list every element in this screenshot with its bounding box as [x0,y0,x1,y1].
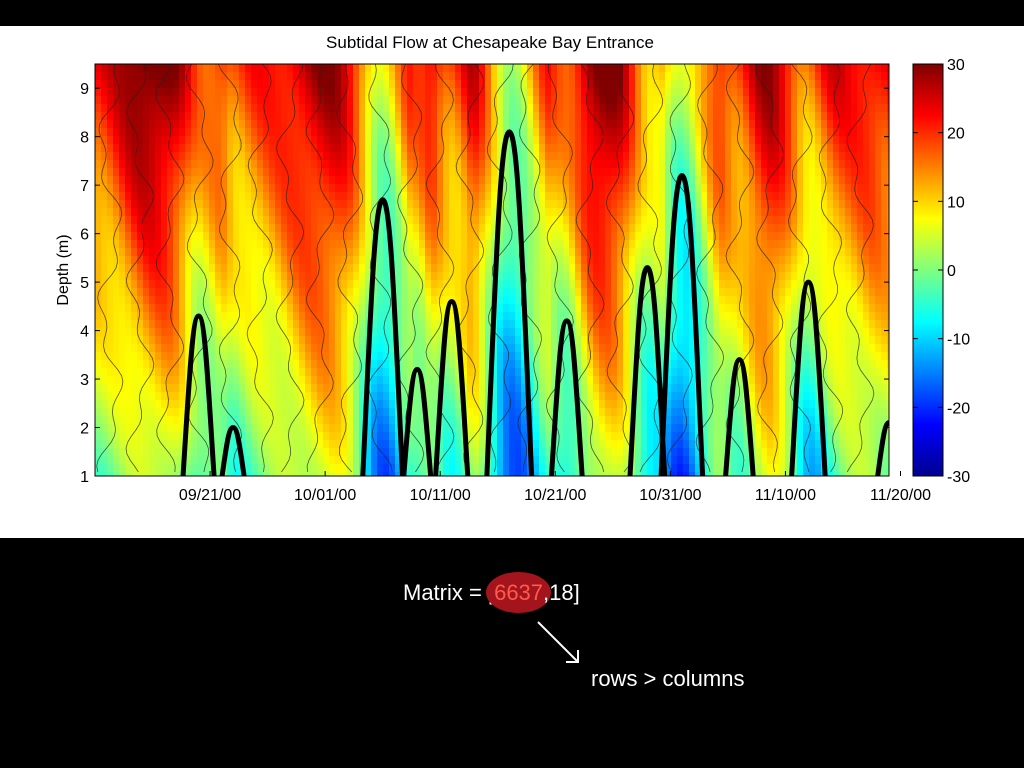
chart-figure: Subtidal Flow at Chesapeake Bay Entrance… [0,26,1024,538]
plot-area [94,63,890,477]
x-tick-label: 10/31/00 [639,487,701,504]
matrix-rows-highlight: 6637 [494,580,544,605]
y-tick-label: 3 [80,372,89,389]
colorbar: 30 20 10 0 -10 -20 -30 [912,57,970,486]
colorbar-tick-label: 0 [947,263,956,280]
rows-columns-annotation: rows > columns [591,666,745,691]
y-tick-label: 1 [80,469,89,486]
y-tick-label: 6 [80,227,89,244]
matrix-suffix: ,18] [543,580,580,605]
y-tick-label: 2 [80,421,89,438]
arrow-icon [537,621,579,663]
y-tick-label: 5 [80,275,89,292]
x-tick-label: 10/11/00 [410,487,471,504]
matrix-prefix: Matrix = [ [403,580,495,605]
y-tick-label: 4 [80,324,89,341]
colorbar-tick-label: 30 [947,57,965,74]
colorbar-tick-label: -20 [947,400,970,417]
colorbar-tick-label: -10 [947,332,970,349]
chart-title: Subtidal Flow at Chesapeake Bay Entrance [326,33,654,52]
zero-contour-line [180,129,889,476]
chart-svg: Subtidal Flow at Chesapeake Bay Entrance… [55,33,970,504]
colorbar-tick-label: -30 [947,469,970,486]
matrix-size-text: Matrix = [6637,18] [403,580,580,606]
x-tick-label: 11/10/00 [755,487,816,504]
contour-lines [96,64,875,473]
y-tick-label: 8 [80,130,89,147]
y-axis-label: Depth (m) [55,234,72,305]
x-tick-label: 11/20/00 [870,487,931,504]
x-tick-label: 10/01/00 [294,487,356,504]
x-tick-label: 10/21/00 [524,487,586,504]
y-axis: 1 2 3 4 5 6 7 8 9 [80,81,889,486]
y-tick-label: 9 [80,81,89,98]
colorbar-tick-label: 20 [947,126,965,143]
plot-frame [94,63,890,477]
colorbar-tick-label: 10 [947,194,965,211]
y-tick-label: 7 [80,178,89,195]
x-tick-label: 09/21/00 [179,487,241,504]
x-axis: 09/21/00 10/01/00 10/11/00 10/21/00 10/31/00… [179,471,931,504]
